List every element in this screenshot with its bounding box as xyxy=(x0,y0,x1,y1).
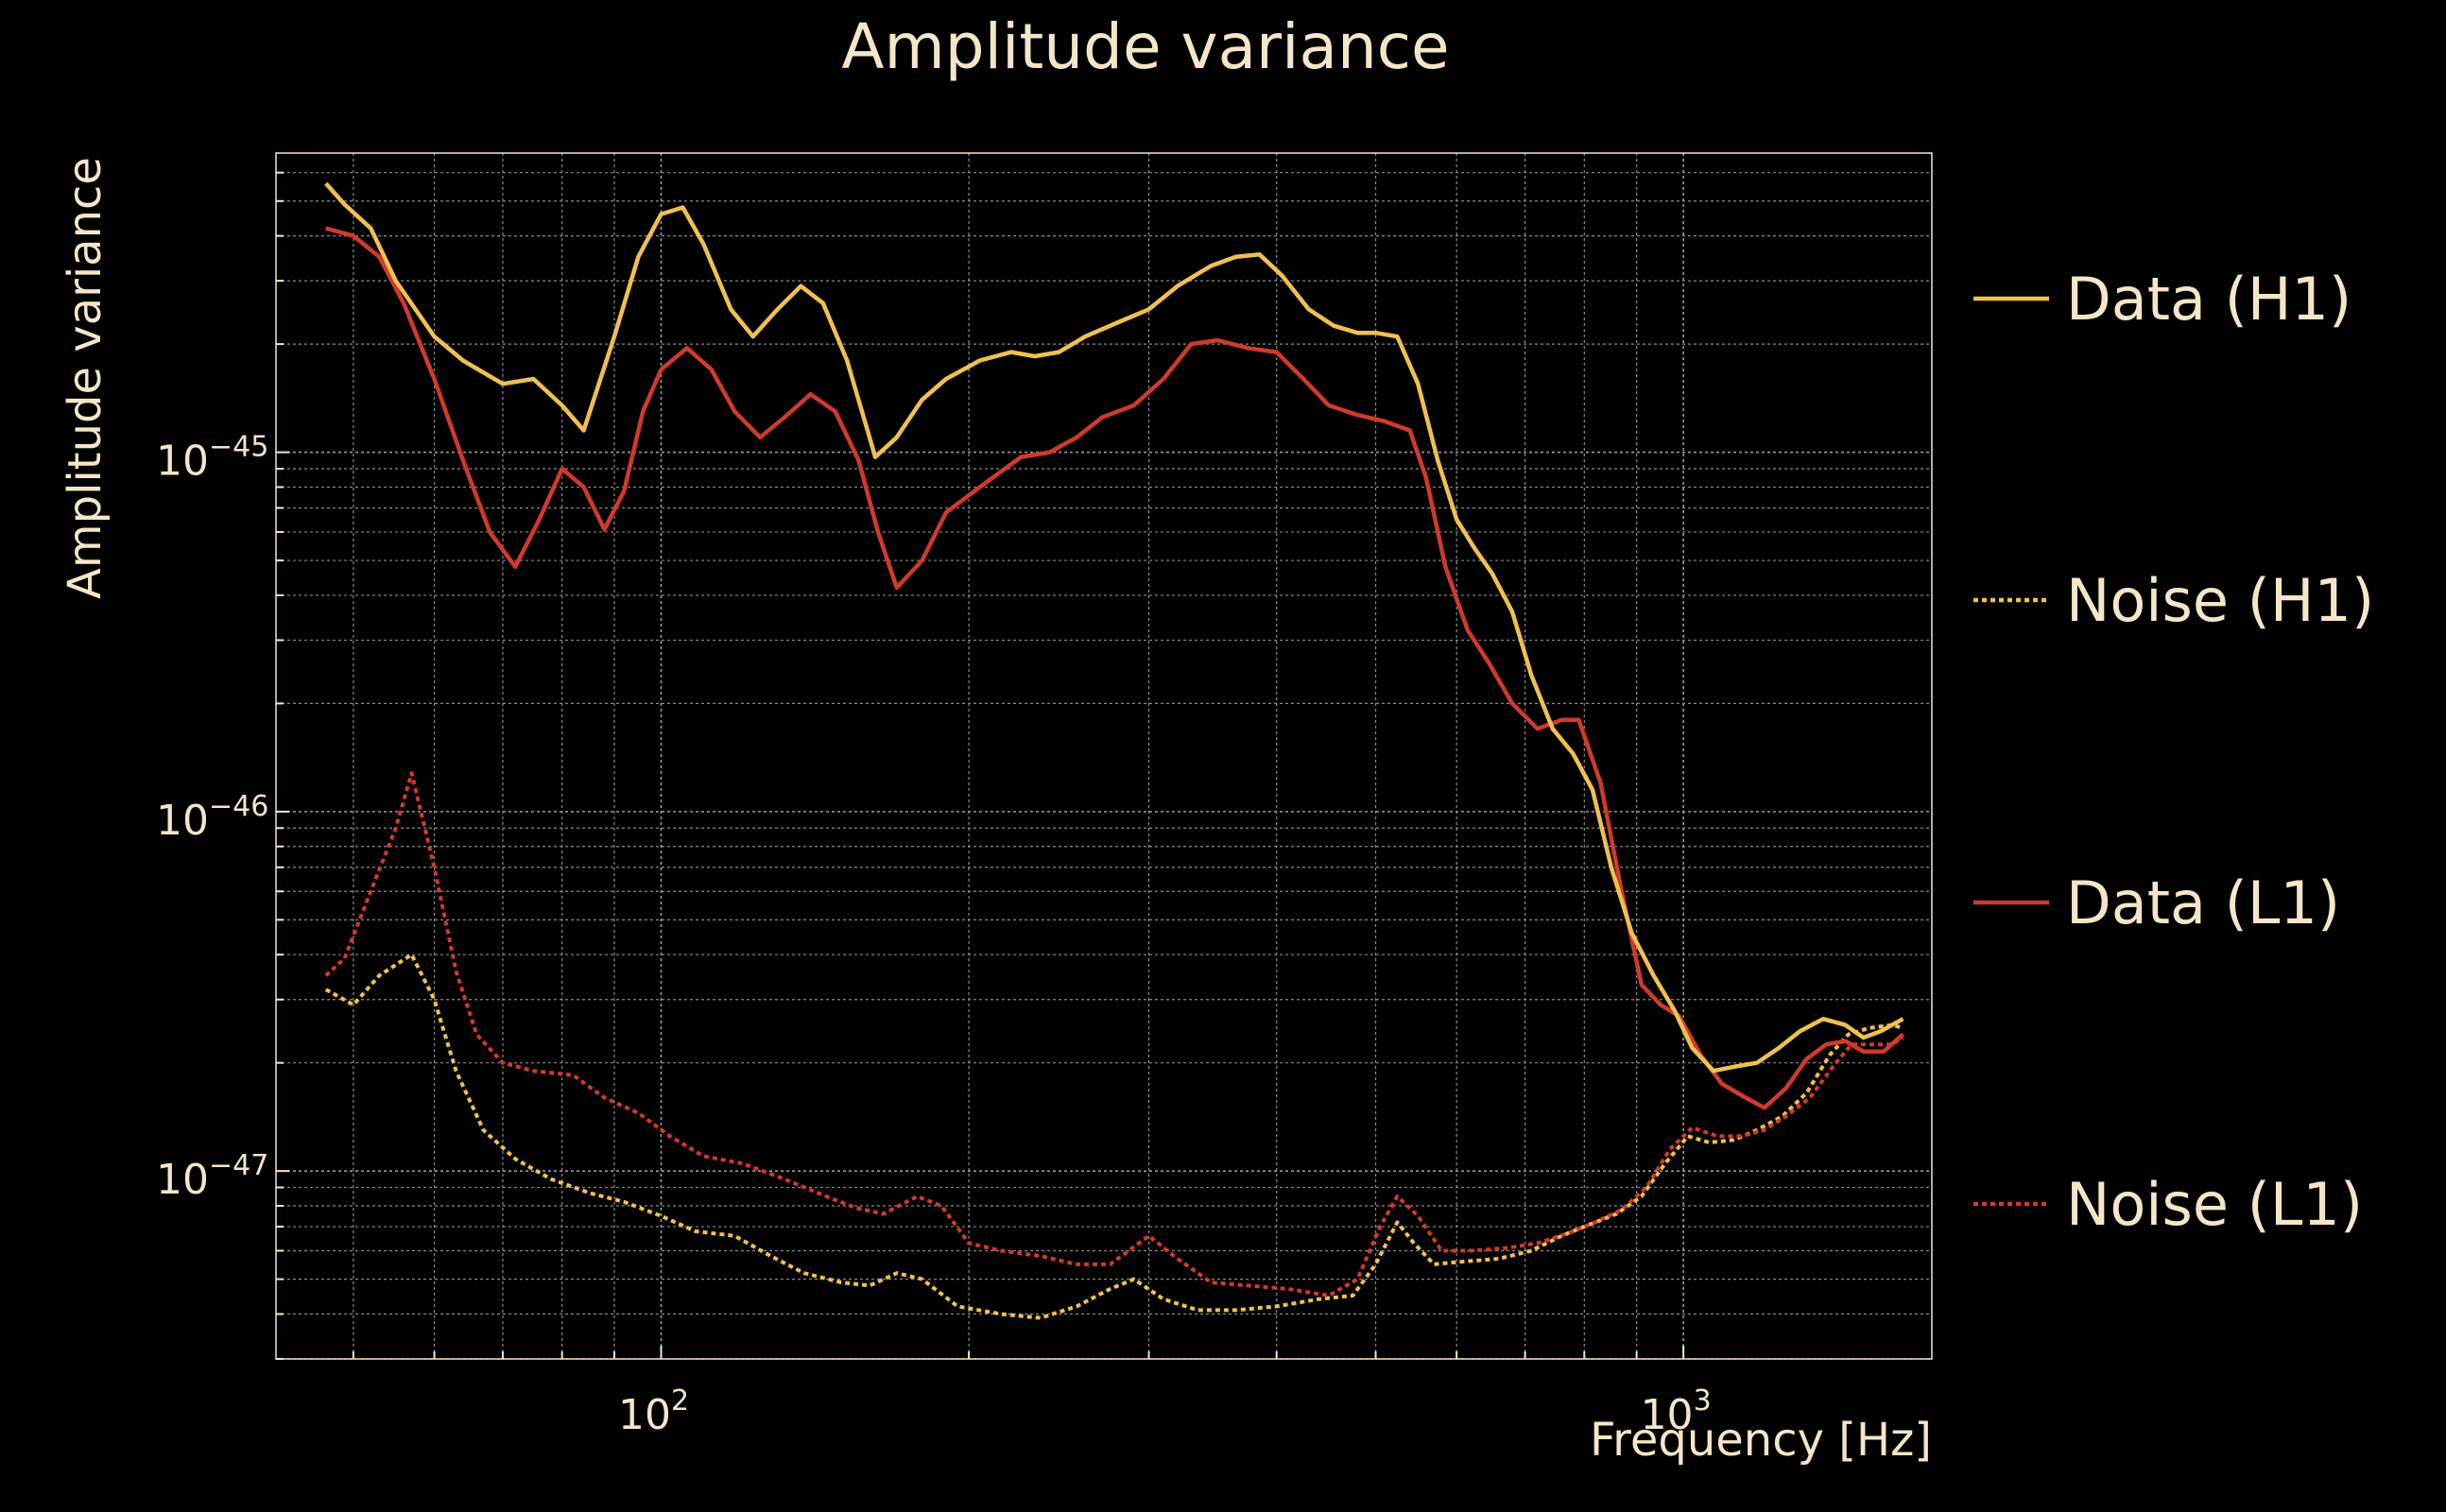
y-tick-label: 10−45 xyxy=(156,431,268,486)
series-line-3 xyxy=(324,771,1904,1297)
legend-label: Noise (H1) xyxy=(2066,566,2374,635)
x-tick-label: 102 xyxy=(618,1384,689,1439)
series-layer xyxy=(324,181,1904,1320)
axis-ticks: 102 103 10−47 10−46 10−45 xyxy=(156,171,1712,1439)
legend-label: Data (H1) xyxy=(2066,265,2351,334)
y-tick-label: 10−47 xyxy=(156,1149,268,1204)
legend-label: Data (L1) xyxy=(2066,868,2340,937)
y-axis-label: Amplitude variance xyxy=(59,157,112,599)
legend-label: Noise (L1) xyxy=(2066,1170,2363,1239)
series-line-0 xyxy=(324,181,1904,1074)
chart-title: Amplitude variance xyxy=(841,10,1449,83)
plot-frame xyxy=(275,152,1933,1360)
x-axis-label: Frequency [Hz] xyxy=(1590,1414,1932,1467)
legend: Data (H1) Noise (H1) Data (L1) Noise (L1) xyxy=(1973,265,2374,1239)
y-tick-label: 10−46 xyxy=(156,790,268,845)
x-tick-label: 103 xyxy=(1641,1384,1712,1439)
